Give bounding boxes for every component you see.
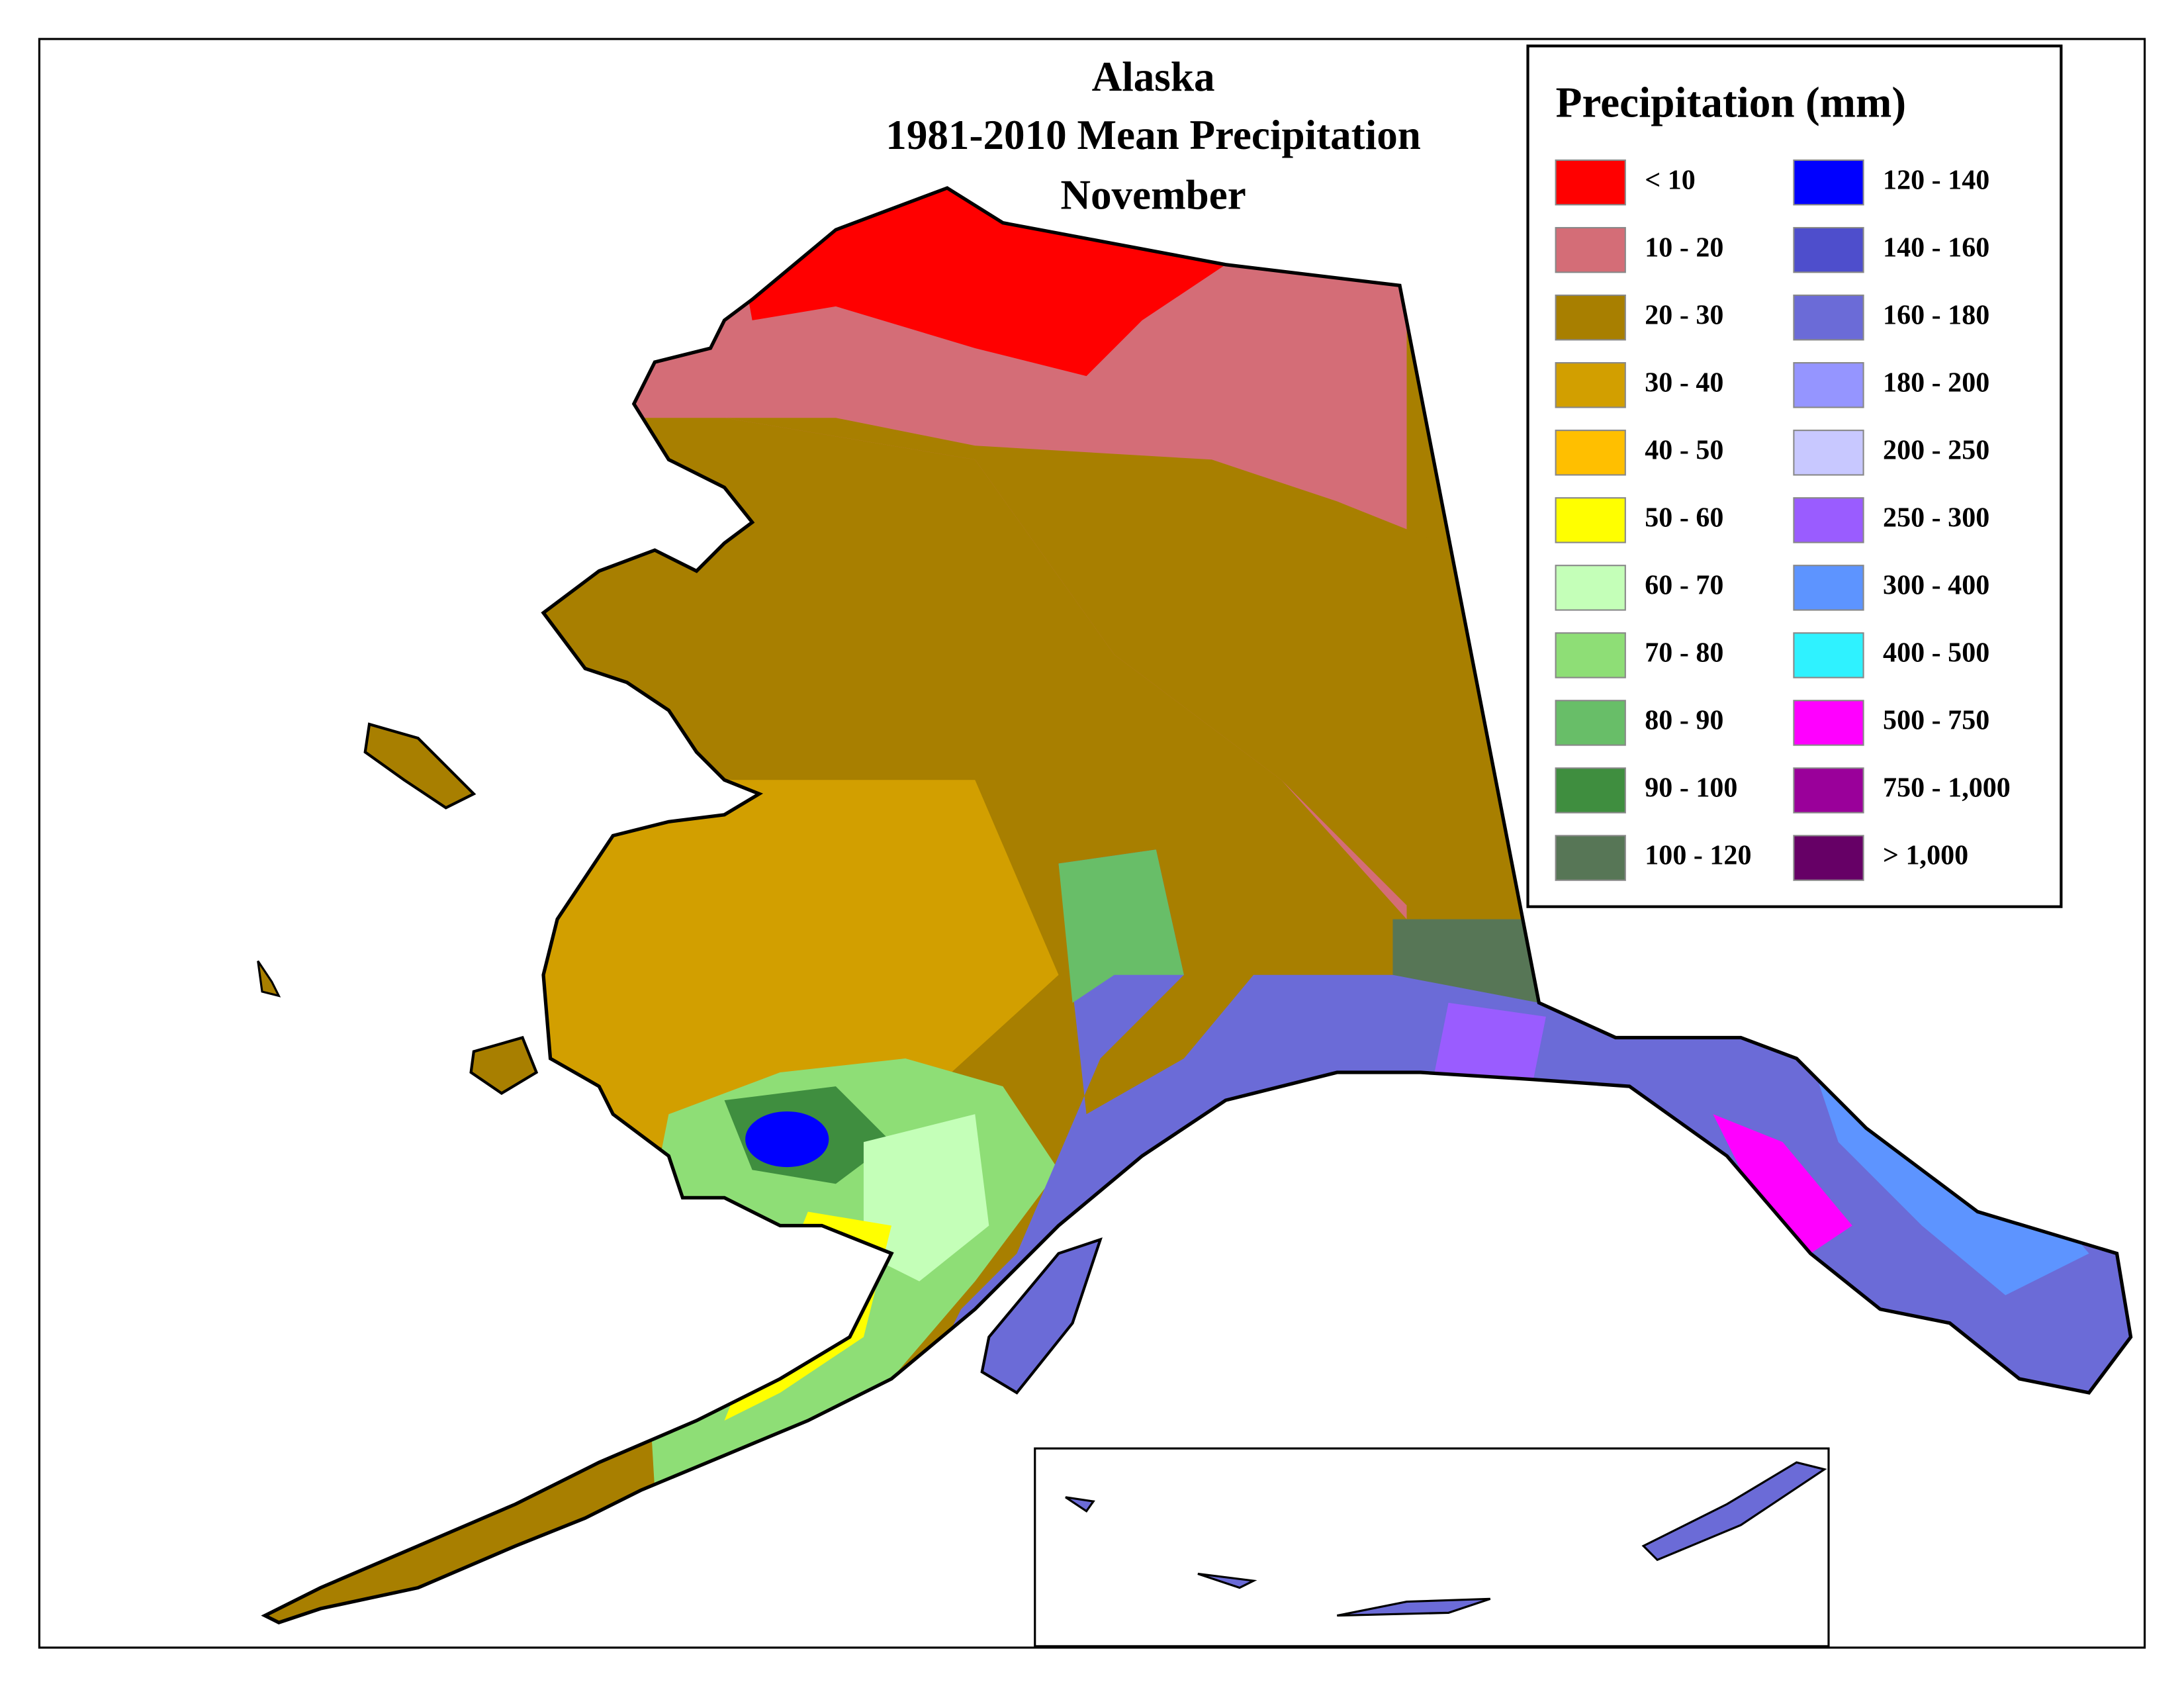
legend-label: 90 - 100 xyxy=(1645,773,1737,804)
legend-label: 180 - 200 xyxy=(1883,367,1989,398)
legend-swatch xyxy=(1555,362,1626,408)
legend-label: > 1,000 xyxy=(1883,841,1968,871)
legend-swatch xyxy=(1555,497,1626,543)
legend-swatch xyxy=(1555,430,1626,476)
coastline xyxy=(261,186,2133,1624)
legend-label: 500 - 750 xyxy=(1883,706,1989,736)
legend-label: < 10 xyxy=(1645,165,1696,195)
legend-label: 100 - 120 xyxy=(1645,841,1751,871)
legend-label: 60 - 70 xyxy=(1645,571,1723,601)
legend-label: 200 - 250 xyxy=(1883,435,1989,465)
title-line: November xyxy=(1060,172,1246,218)
legend-swatch xyxy=(1793,835,1864,881)
legend-swatch xyxy=(1555,700,1626,746)
legend-swatch xyxy=(1555,632,1626,679)
legend-swatch xyxy=(1793,294,1864,341)
legend-swatch xyxy=(1555,226,1626,273)
legend-swatch xyxy=(1555,565,1626,611)
legend-label: 250 - 300 xyxy=(1883,502,1989,533)
legend-swatch xyxy=(1793,565,1864,611)
title-line: 1981-2010 Mean Precipitation xyxy=(886,112,1421,158)
legend-swatch xyxy=(1793,362,1864,408)
legend-label: 20 - 30 xyxy=(1645,300,1723,330)
island xyxy=(257,960,281,998)
legend-label: 10 - 20 xyxy=(1645,232,1723,263)
legend-label: 160 - 180 xyxy=(1883,300,1989,330)
legend-label: 140 - 160 xyxy=(1883,232,1989,263)
legend: Precipitation (mm) < 10 10 - 20 20 - 30 30 … xyxy=(1526,44,2063,908)
legend-swatch xyxy=(1555,835,1626,881)
legend-swatch xyxy=(1793,159,1864,206)
legend-label: 80 - 90 xyxy=(1645,706,1723,736)
title-line: Alaska xyxy=(1092,54,1215,100)
legend-label: 70 - 80 xyxy=(1645,638,1723,669)
legend-label: 50 - 60 xyxy=(1645,502,1723,533)
island xyxy=(980,1237,1103,1395)
legend-label: 30 - 40 xyxy=(1645,367,1723,398)
legend-swatch xyxy=(1793,767,1864,814)
legend-label: 750 - 1,000 xyxy=(1883,773,2011,804)
legend-swatch xyxy=(1555,159,1626,206)
legend-swatch xyxy=(1555,294,1626,341)
legend-swatch xyxy=(1793,430,1864,476)
legend-swatch xyxy=(1793,497,1864,543)
inset-islands xyxy=(1065,1461,1827,1617)
island xyxy=(363,722,477,810)
legend-label: 40 - 50 xyxy=(1645,435,1723,465)
legend-swatch xyxy=(1793,226,1864,273)
inset-frame xyxy=(1034,1447,1830,1648)
legend-label: 120 - 140 xyxy=(1883,165,1989,195)
map-frame xyxy=(38,38,2146,1649)
legend-title: Precipitation (mm) xyxy=(1556,79,1906,127)
legend-label: 300 - 400 xyxy=(1883,571,1989,601)
legend-label: 400 - 500 xyxy=(1883,638,1989,669)
legend-swatch xyxy=(1793,632,1864,679)
legend-swatch xyxy=(1555,767,1626,814)
legend-swatch xyxy=(1793,700,1864,746)
island xyxy=(469,1035,539,1096)
